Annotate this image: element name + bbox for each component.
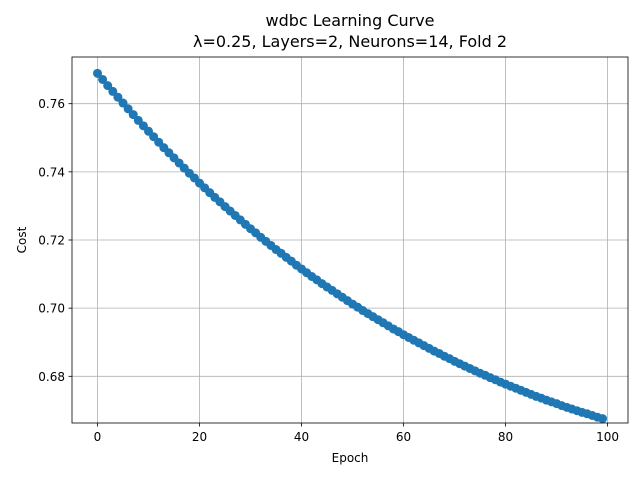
data-point	[118, 98, 128, 108]
data-point	[113, 92, 123, 102]
x-tick-label: 100	[596, 430, 619, 444]
data-point	[597, 414, 607, 424]
x-tick-label: 80	[498, 430, 513, 444]
data-point	[98, 74, 108, 84]
x-tick-label: 20	[192, 430, 207, 444]
x-tick-label: 60	[396, 430, 411, 444]
y-tick-label: 0.72	[38, 234, 65, 248]
x-tick-label: 40	[294, 430, 309, 444]
data-point	[123, 104, 133, 114]
data-point	[93, 68, 103, 78]
grid-lines	[72, 57, 628, 423]
data-point	[128, 110, 138, 120]
chart-title-line1: wdbc Learning Curve	[265, 11, 434, 30]
y-tick-label: 0.74	[38, 165, 65, 179]
data-series	[93, 68, 607, 424]
y-tick-label: 0.68	[38, 370, 65, 384]
data-point	[108, 86, 118, 96]
x-axis-label: Epoch	[332, 451, 369, 465]
chart-title-line2: λ=0.25, Layers=2, Neurons=14, Fold 2	[193, 32, 507, 51]
y-tick-label: 0.70	[38, 302, 65, 316]
y-tick-label: 0.76	[38, 97, 65, 111]
axis-ticks: 0 20 40 60 80 100 0.68 0.70 0.72 0.74 0.76	[38, 97, 619, 444]
data-point	[103, 81, 113, 91]
y-axis-label: Cost	[15, 226, 29, 253]
x-tick-label: 0	[94, 430, 102, 444]
